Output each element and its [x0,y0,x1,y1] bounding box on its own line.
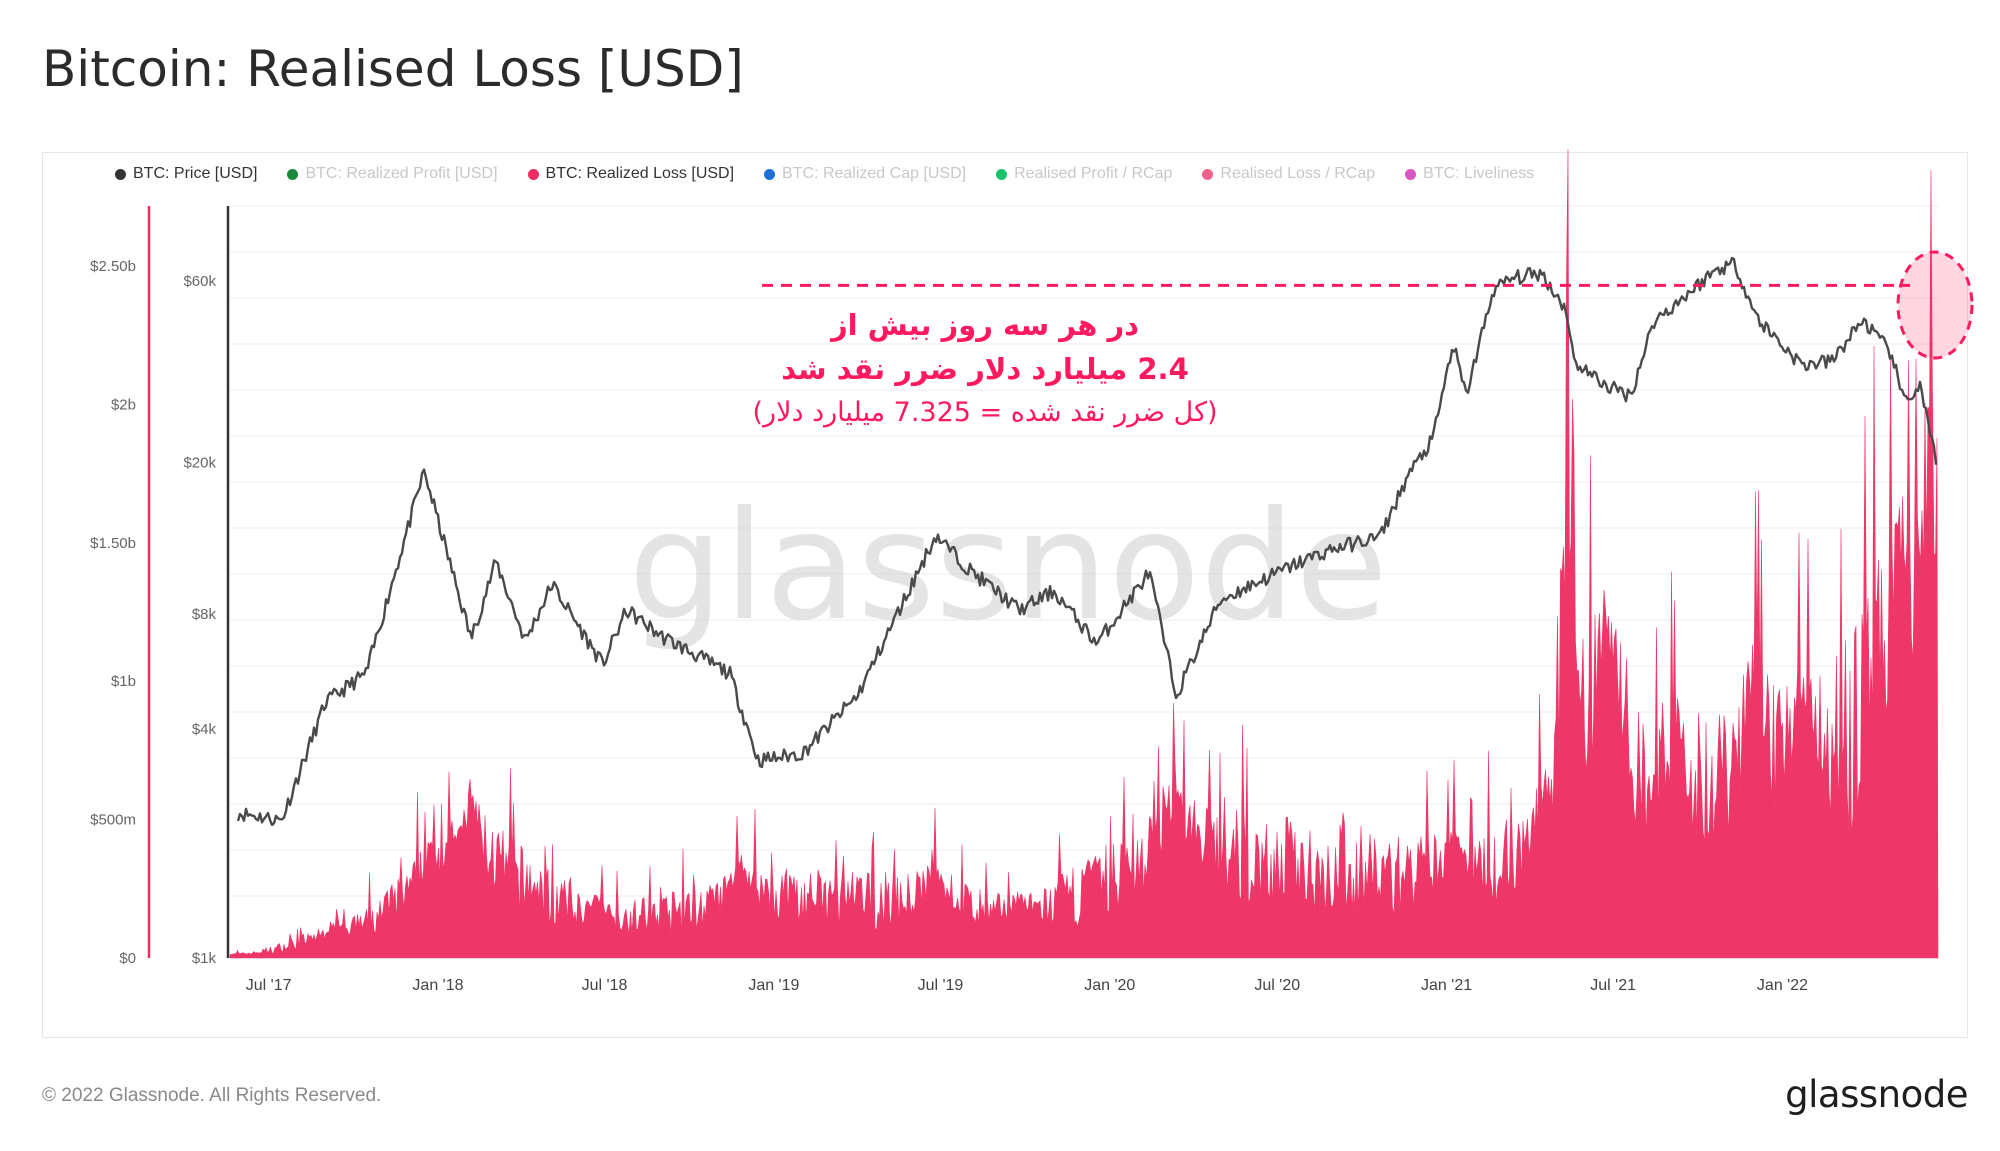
y-left-tick-label: $500m [90,812,136,829]
annotation-line-1: در هر سه روز بیش از [830,308,1140,342]
copyright-text: © 2022 Glassnode. All Rights Reserved. [42,1085,382,1106]
legend-dot-icon [115,168,126,180]
y-right-tick-label: $20k [183,455,216,472]
x-tick-label: Jan '18 [412,977,463,994]
loss-series [229,149,1939,959]
legend-item[interactable]: BTC: Realized Profit [USD] [287,165,498,183]
legend-item[interactable]: Realised Loss / RCap [1202,165,1375,183]
y-right-tick-label: $8k [192,606,217,623]
chart-legend: BTC: Price [USD] BTC: Realized Profit [US… [115,165,1534,183]
legend-item[interactable]: Realised Profit / RCap [996,165,1172,183]
y-axis-left-ticks: $0 $500m $1b $1.50b $2b $2.50b [90,258,136,967]
x-axis-ticks: Jul '17 Jan '18 Jul '18 Jan '19 Jul '19 Jan '… [246,977,1808,994]
legend-label: BTC: Realized Loss [USD] [545,165,735,182]
y-left-tick-label: $2.50b [90,258,136,275]
price-line [236,256,1938,827]
legend-item[interactable]: BTC: Price [USD] [115,165,257,183]
price-series [236,256,1938,827]
highlight-layer [762,250,1974,360]
page-title: Bitcoin: Realised Loss [USD] [42,40,744,98]
x-tick-label: Jul '20 [1254,977,1300,994]
legend-dot-icon [1202,168,1214,180]
legend-label: BTC: Liveliness [1423,165,1535,182]
legend-label: BTC: Realized Cap [USD] [782,165,967,182]
legend-label: Realised Loss / RCap [1220,165,1376,182]
highlight-ellipse [1896,250,1974,360]
x-tick-label: Jul '19 [918,977,964,994]
y-right-tick-label: $4k [192,721,217,738]
x-tick-label: Jan '19 [748,977,799,994]
x-tick-label: Jan '22 [1757,977,1808,994]
legend-dot-icon [996,168,1008,180]
legend-label: BTC: Realized Profit [USD] [305,165,498,182]
y-left-tick-label: $1.50b [90,535,136,552]
legend-item[interactable]: BTC: Liveliness [1405,165,1534,183]
x-tick-label: Jan '20 [1084,977,1135,994]
legend-dot-icon [1405,168,1417,180]
legend-dot-icon [527,168,539,180]
chart-axes [147,206,230,958]
watermark: glassnode [628,480,1387,654]
legend-dot-icon [764,168,776,180]
legend-item[interactable]: BTC: Realized Cap [USD] [764,165,966,183]
x-tick-label: Jul '17 [246,977,292,994]
y-left-tick-label: $0 [119,950,136,967]
glassnode-logo: glassnode [1785,1073,1968,1116]
y-right-tick-label: $60k [183,273,216,290]
annotation-line-3: (کل ضرر نقد شده = 7.325 میلیارد دلار) [752,397,1218,428]
legend-label: BTC: Price [USD] [133,165,258,182]
chart-frame [42,152,1968,1038]
x-tick-label: Jul '21 [1590,977,1636,994]
annotation-line-2: 2.4 میلیارد دلار ضرر نقد شد [781,352,1189,386]
y-axis-right-ticks: $1k $4k $8k $20k $60k [183,273,216,967]
legend-item[interactable]: BTC: Realized Loss [USD] [527,165,735,183]
y-left-tick-label: $1b [111,673,136,690]
annotation: در هر سه روز بیش از 2.4 میلیارد دلار ضرر… [640,303,1330,435]
loss-area [229,149,1939,959]
legend-label: Realised Profit / RCap [1014,165,1173,182]
x-tick-label: Jul '18 [582,977,628,994]
x-tick-label: Jan '21 [1421,977,1472,994]
legend-dot-icon [287,168,299,180]
y-right-tick-label: $1k [192,950,217,967]
y-left-tick-label: $2b [111,396,136,413]
